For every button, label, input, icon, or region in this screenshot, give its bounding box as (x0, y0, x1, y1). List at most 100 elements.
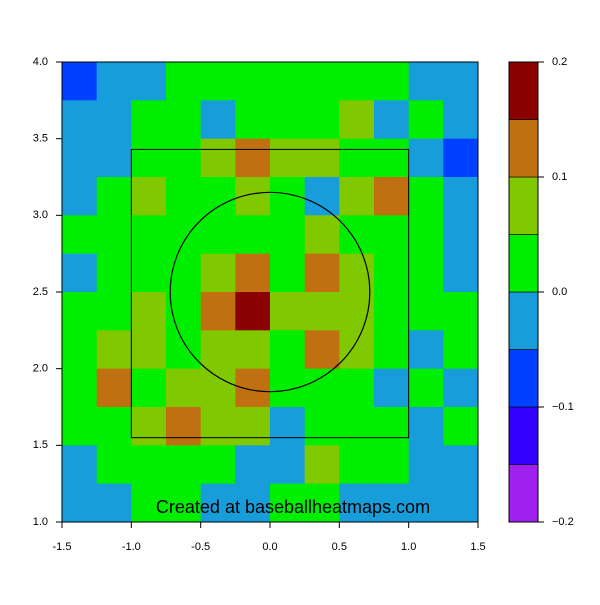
heat-cell (408, 62, 444, 101)
heat-cell (96, 177, 132, 216)
heat-cell (408, 445, 444, 485)
heat-cell (96, 100, 132, 140)
heat-cell (200, 483, 236, 523)
x-tick-label: 1.0 (401, 541, 416, 553)
heat-cell (131, 483, 167, 523)
heat-cell (131, 407, 167, 446)
heat-cell (166, 292, 202, 331)
heat-cell (374, 138, 410, 178)
heat-cell (304, 215, 340, 255)
y-tick-label: 2.0 (33, 363, 48, 375)
heat-cell (62, 253, 98, 293)
y-tick-label: 3.5 (33, 133, 48, 145)
heat-cell (200, 292, 236, 331)
colorbar-swatch (508, 234, 539, 293)
colorbar-swatch (508, 61, 539, 120)
heat-cell (374, 253, 410, 293)
heat-cell (235, 215, 271, 255)
colorbar-swatch (508, 464, 539, 523)
heat-cell (166, 138, 202, 178)
heat-cell (304, 445, 340, 485)
heat-cell (62, 100, 98, 140)
heat-cell (304, 483, 340, 523)
heat-cell (304, 407, 340, 446)
heat-cell (270, 215, 306, 255)
heat-cell (62, 177, 98, 216)
heat-cell (96, 292, 132, 331)
heat-cell (96, 445, 132, 485)
heat-cell (270, 138, 306, 178)
heat-cell (166, 215, 202, 255)
heat-cell (166, 445, 202, 485)
heat-cell (270, 62, 306, 101)
heat-cell (200, 177, 236, 216)
heat-cell (270, 407, 306, 446)
heat-cell (374, 483, 410, 523)
heat-cell (235, 138, 271, 178)
colorbar-swatch (508, 176, 539, 235)
heat-cell (374, 177, 410, 216)
heat-cell (96, 368, 132, 408)
heat-cell (166, 407, 202, 446)
heat-cell (408, 292, 444, 331)
heat-cell (131, 292, 167, 331)
heat-cell (96, 330, 132, 370)
x-tick-label: -1.5 (53, 541, 72, 553)
heat-cell (304, 253, 340, 293)
heat-cell (200, 100, 236, 140)
heat-cell (304, 62, 340, 101)
heat-cell (339, 138, 375, 178)
colorbar-tick-label: −0.2 (552, 516, 574, 528)
heat-cell (374, 407, 410, 446)
colorbar-tick-label: 0.0 (552, 286, 567, 298)
heat-cell (62, 138, 98, 178)
colorbar-tick-label: 0.1 (552, 171, 567, 183)
heat-cell (96, 215, 132, 255)
heat-cell (339, 177, 375, 216)
heat-cell (408, 368, 444, 408)
heat-cell (235, 292, 271, 331)
x-tick-label: 1.5 (470, 541, 485, 553)
heat-cell (166, 100, 202, 140)
heat-cell (166, 177, 202, 216)
heat-cell (62, 215, 98, 255)
heat-cell (131, 62, 167, 101)
heat-cell (62, 368, 98, 408)
heat-cell (200, 445, 236, 485)
heat-cell (131, 177, 167, 216)
heat-cell (235, 253, 271, 293)
heat-cell (443, 177, 479, 216)
heat-cell (235, 100, 271, 140)
heat-cell (408, 253, 444, 293)
heat-cell (62, 62, 98, 101)
heat-cell (200, 407, 236, 446)
heat-cell (270, 253, 306, 293)
heat-cell (408, 215, 444, 255)
heat-cell (96, 483, 132, 523)
colorbar-swatch (508, 291, 539, 350)
heat-cell (62, 445, 98, 485)
heat-cell (270, 100, 306, 140)
heat-cell (131, 215, 167, 255)
colorbar-swatch (508, 349, 539, 408)
heat-cell (131, 100, 167, 140)
heat-cell (200, 138, 236, 178)
y-tick-label: 3.0 (33, 209, 48, 221)
heat-cell (200, 330, 236, 370)
heat-cell (200, 368, 236, 408)
heat-cell (131, 368, 167, 408)
heat-cell (304, 330, 340, 370)
heat-cell (374, 100, 410, 140)
heat-cell (235, 368, 271, 408)
heat-cell (339, 445, 375, 485)
heat-cell (339, 215, 375, 255)
heat-cell (166, 330, 202, 370)
heat-cell (304, 368, 340, 408)
heat-cell (408, 138, 444, 178)
heat-cell (131, 253, 167, 293)
heat-cell (339, 100, 375, 140)
colorbar-swatch (508, 406, 539, 465)
y-tick-label: 1.0 (33, 516, 48, 528)
heat-cell (131, 330, 167, 370)
